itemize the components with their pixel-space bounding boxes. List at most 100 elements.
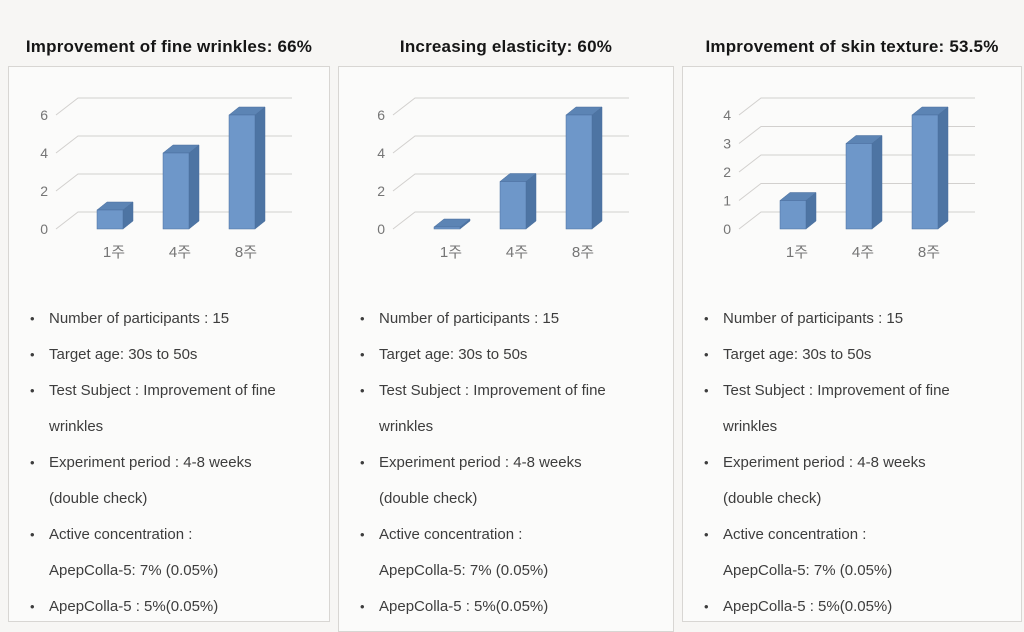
x-axis-category-label: 8주	[572, 244, 594, 261]
bullet-icon: •	[30, 599, 35, 614]
list-item: • Test Subject : Improvement of fine wrink…	[339, 373, 673, 445]
x-axis-category-label: 1주	[103, 244, 125, 261]
panel-title-skin-texture: Improvement of skin texture: 53.5%	[705, 37, 999, 56]
gridline	[738, 97, 975, 116]
list-item-line: Test Subject : Improvement of fine	[379, 382, 606, 399]
y-axis-tick-label: 6	[40, 107, 48, 123]
panel-skin-texture: Improvement of skin texture: 53.5% 0 1 2 3 4…	[682, 0, 1022, 632]
bullet-list: • Number of participants : 15 • Target age:…	[683, 301, 1021, 621]
bullet-icon: •	[360, 455, 365, 470]
bullet-icon: •	[360, 383, 365, 398]
bar	[911, 114, 939, 230]
gridline	[738, 126, 975, 144]
x-axis-category-label: 4주	[169, 244, 191, 261]
bar	[565, 114, 593, 230]
gridline	[392, 173, 629, 192]
list-item: • Number of participants : 15	[683, 301, 1021, 337]
y-axis-tick-label: 2	[40, 183, 48, 199]
y-axis-tick-label: 6	[377, 107, 385, 123]
panel-card: 0 2 4 6 1주 4주 8주 • Number of participants : 15 •…	[338, 66, 674, 632]
list-item-line: Number of participants : 15	[723, 310, 904, 327]
gridline	[738, 154, 975, 173]
bullet-icon: •	[704, 527, 709, 542]
gridline	[55, 97, 292, 116]
panel-card: 0 1 2 3 4 1주 4주 8주 • Number of participants : 15…	[682, 66, 1022, 622]
y-axis-tick-label: 1	[723, 193, 731, 209]
list-item-line: wrinkles	[723, 418, 778, 435]
panel-elasticity: Increasing elasticity: 60% 0 2 4 6 1주 4주 8주 • N…	[338, 0, 674, 632]
bullet-icon: •	[30, 455, 35, 470]
y-axis-tick-label: 4	[377, 145, 385, 161]
list-item: • Experiment period : 4-8 weeks (double ch…	[683, 445, 1021, 517]
list-item-line: (double check)	[49, 490, 148, 507]
bullet-icon: •	[30, 347, 35, 362]
bar	[499, 181, 527, 230]
bar-top-face	[433, 218, 471, 228]
bar	[96, 209, 124, 230]
y-axis-tick-label: 3	[723, 136, 731, 152]
bar	[162, 152, 190, 230]
bullet-icon: •	[30, 527, 35, 542]
bullet-icon: •	[360, 347, 365, 362]
bar-side-face	[937, 106, 949, 230]
list-item: • Experiment period : 4-8 weeks (double ch…	[9, 445, 329, 517]
x-axis-category-label: 8주	[918, 244, 940, 261]
x-axis-category-label: 4주	[506, 244, 528, 261]
list-item-line: (double check)	[379, 490, 478, 507]
bullet-icon: •	[360, 527, 365, 542]
x-axis-category-label: 4주	[852, 244, 874, 261]
list-item: • Active concentration : ApepColla-5: 7% (…	[9, 517, 329, 589]
bullet-icon: •	[704, 311, 709, 326]
gridline	[392, 211, 629, 230]
y-axis-tick-label: 0	[377, 221, 385, 237]
list-item-line: Test Subject : Improvement of fine	[723, 382, 950, 399]
bullet-icon: •	[30, 383, 35, 398]
list-item-line: ApepColla-5: 7% (0.05%)	[49, 562, 219, 579]
bullet-icon: •	[360, 599, 365, 614]
list-item: • Test Subject : Improvement of fine wrink…	[9, 373, 329, 445]
panel-card: 0 2 4 6 1주 4주 8주 • Number of participants : 15 •…	[8, 66, 330, 622]
bar-chart-elasticity: 0 2 4 6 1주 4주 8주	[377, 97, 629, 261]
bar-side-face	[871, 134, 883, 230]
bullet-icon: •	[30, 311, 35, 326]
list-item: • Target age: 30s to 50s	[683, 337, 1021, 373]
list-item: • ApepColla-5 : 5%(0.05%)	[683, 589, 1021, 621]
list-item-line: Experiment period : 4-8 weeks	[49, 454, 252, 471]
bar-side-face	[591, 106, 603, 230]
y-axis-tick-label: 2	[723, 164, 731, 180]
gridline	[392, 135, 629, 154]
list-item-line: Target age: 30s to 50s	[49, 346, 198, 363]
y-axis-tick-label: 4	[40, 145, 48, 161]
list-item: • Active concentration : ApepColla-5: 7% (…	[339, 517, 673, 589]
bullet-icon: •	[704, 347, 709, 362]
panel-fine-wrinkles: Improvement of fine wrinkles: 66% 0 2 4 6 1주…	[8, 0, 330, 632]
bar	[433, 226, 461, 230]
list-item-line: ApepColla-5 : 5%(0.05%)	[379, 598, 549, 615]
gridline	[55, 135, 292, 154]
bullet-icon: •	[704, 455, 709, 470]
bar-chart-fine-wrinkles: 0 2 4 6 1주 4주 8주	[40, 97, 292, 261]
y-axis-tick-label: 0	[723, 221, 731, 237]
bar-side-face	[254, 106, 266, 230]
list-item-line: Active concentration :	[379, 526, 523, 543]
list-item-line: ApepColla-5: 7% (0.05%)	[723, 562, 893, 579]
y-axis-tick-label: 0	[40, 221, 48, 237]
bar-side-face	[188, 144, 200, 230]
y-axis-tick-label: 2	[377, 183, 385, 199]
list-item: • Target age: 30s to 50s	[9, 337, 329, 373]
bullet-icon: •	[704, 599, 709, 614]
bullet-icon: •	[360, 311, 365, 326]
list-item: • Number of participants : 15	[339, 301, 673, 337]
list-item-line: Test Subject : Improvement of fine	[49, 382, 276, 399]
bar	[779, 200, 807, 230]
gridline	[55, 211, 292, 230]
gridline	[738, 183, 975, 201]
list-item-line: Target age: 30s to 50s	[723, 346, 872, 363]
list-item-line: Target age: 30s to 50s	[379, 346, 528, 363]
list-item-line: (double check)	[723, 490, 822, 507]
list-item-line: ApepColla-5 : 5%(0.05%)	[49, 598, 219, 615]
bar	[845, 143, 873, 230]
bar-side-face	[525, 172, 537, 230]
